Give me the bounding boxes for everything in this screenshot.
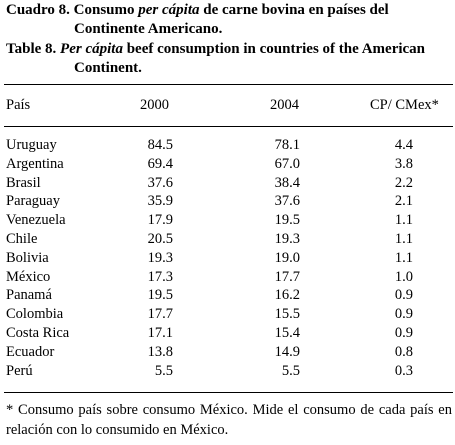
table-footnote: * Consumo país sobre consumo México. Mid…: [6, 402, 452, 438]
header-ratio: CP/ CMex*: [370, 97, 439, 113]
cell-country: Costa Rica: [6, 324, 70, 341]
table-row: Paraguay 35.9 37.6 2.1: [0, 192, 455, 211]
table-row: Brasil 37.6 38.4 2.2: [0, 174, 455, 193]
caption-english-line2: Continent.: [74, 60, 142, 76]
cell-2000: 17.9: [147, 212, 173, 229]
cell-2000: 17.7: [147, 306, 173, 323]
cell-ratio: 0.9: [394, 287, 413, 304]
table-row: Argentina 69.4 67.0 3.8: [0, 155, 455, 174]
cell-ratio: 1.0: [394, 268, 413, 285]
cell-ratio: 2.1: [394, 193, 413, 210]
cell-country: Chile: [6, 230, 38, 247]
cell-2004: 15.5: [274, 306, 300, 323]
table-row: Venezuela 17.9 19.5 1.1: [0, 211, 455, 230]
table-row: Colombia 17.7 15.5 0.9: [0, 305, 455, 324]
table-row: Uruguay 84.5 78.1 4.4: [0, 136, 455, 155]
cell-country: Brasil: [6, 174, 41, 191]
cell-country: Ecuador: [6, 343, 55, 360]
cell-ratio: 4.4: [394, 137, 413, 153]
cell-ratio: 2.2: [394, 174, 413, 191]
cell-2000: 17.1: [147, 324, 173, 341]
caption-english-label: Table 8.: [6, 41, 57, 57]
table-header-rule: [4, 126, 453, 127]
cell-2004: 19.0: [274, 249, 300, 266]
table-row: Costa Rica 17.1 15.4 0.9: [0, 324, 455, 343]
caption-spanish-label: Cuadro 8.: [6, 2, 70, 18]
cell-2004: 15.4: [274, 324, 300, 341]
cell-ratio: 0.9: [394, 324, 413, 341]
table-row: Perú 5.5 5.5 0.3: [0, 362, 455, 381]
cell-2004: 19.3: [274, 230, 300, 247]
cell-2000: 35.9: [147, 193, 173, 210]
cell-country: Bolivia: [6, 249, 49, 266]
cell-2004: 17.7: [274, 268, 300, 285]
cell-2004: 78.1: [274, 137, 300, 153]
cell-country: Paraguay: [6, 193, 60, 210]
cell-country: México: [6, 268, 51, 285]
cell-2004: 37.6: [274, 193, 300, 210]
caption-spanish-italic: per cápita: [138, 2, 200, 18]
cell-2000: 17.3: [147, 268, 173, 285]
cell-ratio: 0.8: [394, 343, 413, 360]
caption-spanish-pre: Consumo: [73, 2, 139, 18]
table-top-rule: [4, 84, 453, 85]
cell-country: Colombia: [6, 306, 64, 323]
table-row: Panamá 19.5 16.2 0.9: [0, 286, 455, 305]
cell-ratio: 1.1: [394, 230, 413, 247]
header-country: País: [6, 97, 31, 113]
cell-ratio: 0.9: [394, 306, 413, 323]
cell-2004: 38.4: [274, 174, 300, 191]
cell-ratio: 0.3: [394, 362, 413, 379]
table-bottom-rule: [4, 392, 453, 393]
table-row: Chile 20.5 19.3 1.1: [0, 230, 455, 249]
caption-english-italic: Per cápita: [60, 41, 123, 57]
cell-country: Perú: [6, 362, 33, 379]
cell-country: Venezuela: [6, 212, 66, 229]
cell-2000: 37.6: [147, 174, 173, 191]
cell-country: Uruguay: [6, 137, 57, 153]
cell-2000: 13.8: [147, 343, 173, 360]
cell-2004: 16.2: [274, 287, 300, 304]
cell-2000: 20.5: [147, 230, 173, 247]
table-row: Ecuador 13.8 14.9 0.8: [0, 343, 455, 362]
table-row: México 17.3 17.7 1.0: [0, 268, 455, 287]
cell-2004: 19.5: [274, 212, 300, 229]
cell-ratio: 1.1: [394, 249, 413, 266]
table-body: Uruguay 84.5 78.1 4.4 Argentina 69.4 67.0 3.8 Br…: [0, 136, 455, 380]
cell-ratio: 1.1: [394, 212, 413, 229]
header-2000: 2000: [140, 97, 169, 113]
cell-2000: 84.5: [147, 137, 173, 153]
caption-english: Table 8. Per cápita beef consumption in …: [6, 40, 452, 78]
cell-2000: 19.5: [147, 287, 173, 304]
caption-spanish-post: de carne bovina en países del: [199, 2, 389, 18]
cell-2004: 5.5: [281, 362, 300, 379]
cell-2000: 19.3: [147, 249, 173, 266]
cell-2000: 69.4: [147, 155, 173, 172]
cell-2004: 67.0: [274, 155, 300, 172]
table-row: Bolivia 19.3 19.0 1.1: [0, 249, 455, 268]
cell-country: Argentina: [6, 155, 64, 172]
header-2004: 2004: [270, 97, 299, 113]
caption-spanish: Cuadro 8. Consumo per cápita de carne bo…: [6, 1, 452, 39]
cell-2000: 5.5: [154, 362, 173, 379]
cell-country: Panamá: [6, 287, 52, 304]
caption-english-post: beef consumption in countries of the Ame…: [122, 41, 426, 57]
cell-2004: 14.9: [274, 343, 300, 360]
cell-ratio: 3.8: [394, 155, 413, 172]
caption-spanish-line2: Continente Americano.: [74, 21, 223, 37]
